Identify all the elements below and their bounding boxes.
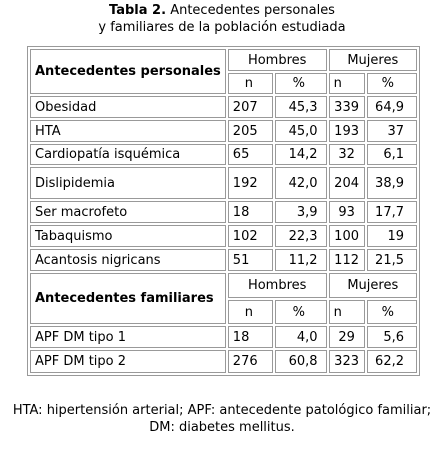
group-header: Hombres <box>227 273 327 298</box>
data-row: Tabaquismo 102 22,3 100 19 <box>30 225 417 247</box>
cell: 29 <box>328 326 365 348</box>
data-row: APF DM tipo 2 276 60,8 323 62,2 <box>30 350 417 373</box>
row-label: Acantosis nigricans <box>30 249 226 271</box>
subheader: % <box>366 300 417 324</box>
cell: 339 <box>328 96 365 118</box>
cell: 17,7 <box>366 201 417 223</box>
subheader: % <box>366 73 417 94</box>
subheader-row: n% n% <box>30 300 417 324</box>
header-row: Antecedentes familiares Hombres Mujeres <box>30 273 417 324</box>
footnote: HTA: hipertensión arterial; APF: anteced… <box>12 403 432 435</box>
row-label: Ser macrofeto <box>30 201 226 223</box>
cell: 45,3 <box>274 96 327 118</box>
cell: 42,0 <box>274 167 327 199</box>
cell: 60,8 <box>274 350 327 373</box>
row-label: Obesidad <box>30 96 226 118</box>
group-header: Mujeres <box>328 49 417 71</box>
group-header: Hombres <box>227 49 327 71</box>
subheader: % <box>274 300 327 324</box>
cell: 45,0 <box>274 120 327 142</box>
cell: 4,0 <box>274 326 327 348</box>
title-line2: y familiares de la población estudiada <box>98 20 346 35</box>
subheader: n <box>227 300 273 324</box>
data-row: Ser macrofeto 18 3,9 93 17,7 <box>30 201 417 223</box>
row-label: Cardiopatía isquémica <box>30 144 226 165</box>
cell: 112 <box>328 249 365 271</box>
cell: 323 <box>328 350 365 373</box>
cell: 64,9 <box>366 96 417 118</box>
subheader: n <box>328 73 365 94</box>
data-row: Obesidad 207 45,3 339 64,9 <box>30 96 417 118</box>
row-label: HTA <box>30 120 226 142</box>
data-row: Cardiopatía isquémica 65 14,2 32 6,1 <box>30 144 417 165</box>
cell: 18 <box>227 326 273 348</box>
cell: 6,1 <box>366 144 417 165</box>
subheader: n <box>227 73 273 94</box>
cell: 276 <box>227 350 273 373</box>
section-header: Antecedentes familiares <box>30 273 226 324</box>
title-label: Tabla 2. <box>109 3 167 18</box>
data-row: HTA 205 45,0 193 37 <box>30 120 417 142</box>
cell: 38,9 <box>366 167 417 199</box>
cell: 5,6 <box>366 326 417 348</box>
cell: 207 <box>227 96 273 118</box>
cell: 205 <box>227 120 273 142</box>
cell: 32 <box>328 144 365 165</box>
row-label: APF DM tipo 1 <box>30 326 226 348</box>
cell: 100 <box>328 225 365 247</box>
header-row: Antecedentes personales Hombres Mujeres <box>30 49 417 94</box>
cell: 18 <box>227 201 273 223</box>
cell: 62,2 <box>366 350 417 373</box>
subheader: n <box>328 300 365 324</box>
cell: 11,2 <box>274 249 327 271</box>
row-label: Dislipidemia <box>30 167 226 199</box>
cell: 102 <box>227 225 273 247</box>
data-row: APF DM tipo 1 18 4,0 29 5,6 <box>30 326 417 348</box>
cell: 93 <box>328 201 365 223</box>
data-row: Dislipidemia 192 42,0 204 38,9 <box>30 167 417 199</box>
data-table: Antecedentes personales Hombres Mujeres n% n… <box>27 46 420 376</box>
data-row: Acantosis nigricans 51 11,2 112 21,5 <box>30 249 417 271</box>
row-label: APF DM tipo 2 <box>30 350 226 373</box>
section-header: Antecedentes personales <box>30 49 226 94</box>
cell: 14,2 <box>274 144 327 165</box>
cell: 3,9 <box>274 201 327 223</box>
cell: 37 <box>366 120 417 142</box>
table-title: Tabla 2. Antecedentes personales y famili… <box>0 2 444 36</box>
cell: 51 <box>227 249 273 271</box>
cell: 204 <box>328 167 365 199</box>
cell: 192 <box>227 167 273 199</box>
cell: 193 <box>328 120 365 142</box>
cell: 19 <box>366 225 417 247</box>
table-body: Antecedentes personales Hombres Mujeres n% n… <box>30 49 417 373</box>
subheader-row: n% n% <box>30 73 417 94</box>
title-text: Antecedentes personales <box>170 3 335 18</box>
group-header: Mujeres <box>328 273 417 298</box>
subheader: % <box>274 73 327 94</box>
row-label: Tabaquismo <box>30 225 226 247</box>
cell: 65 <box>227 144 273 165</box>
cell: 21,5 <box>366 249 417 271</box>
cell: 22,3 <box>274 225 327 247</box>
